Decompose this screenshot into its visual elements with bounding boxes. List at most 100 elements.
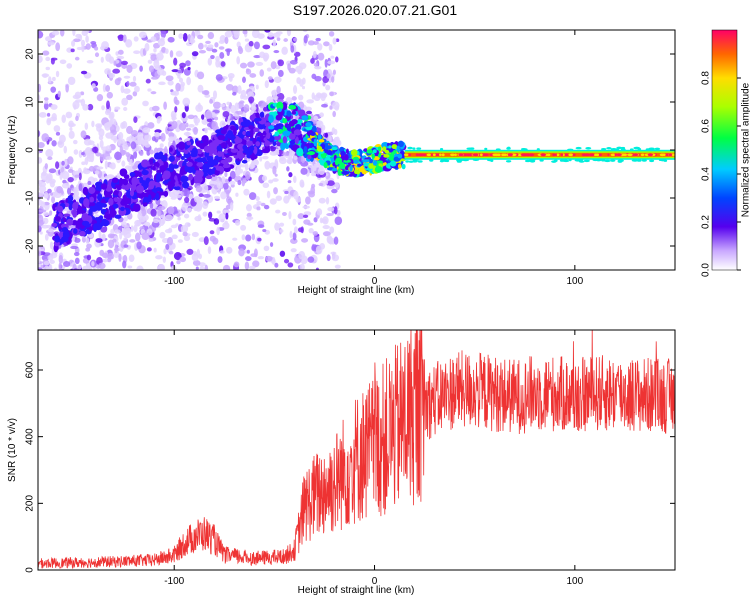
spectrogram-blob xyxy=(72,139,78,145)
spectrogram-blob xyxy=(76,264,82,270)
spectrogram-blob xyxy=(236,56,241,65)
spectrogram-blob xyxy=(251,105,257,111)
spectrogram-blob xyxy=(253,41,260,50)
spectrogram-blob xyxy=(91,120,95,128)
spectrogram-blob xyxy=(68,276,72,282)
spectrogram-blob xyxy=(310,57,315,64)
spectrogram-blob xyxy=(41,224,49,229)
spectrogram-blob xyxy=(302,30,308,33)
tone-band-spot xyxy=(528,153,535,157)
spectrogram-blob xyxy=(72,100,80,110)
spectrogram-blob xyxy=(113,60,117,66)
spectrogram-blob xyxy=(293,226,298,234)
spectrogram-blob xyxy=(58,254,63,264)
spectrogram-blob xyxy=(117,49,124,55)
spectrogram-blob xyxy=(141,169,149,176)
spectrogram-blob xyxy=(245,149,253,156)
spectrogram-blob xyxy=(152,218,159,224)
spectrogram-blob xyxy=(282,118,288,124)
tone-band-spot xyxy=(588,153,595,157)
spectrogram-blob xyxy=(177,239,183,243)
spectrogram-blob xyxy=(186,140,192,146)
spectrogram-blob xyxy=(125,152,131,158)
x-tick-label: 100 xyxy=(566,576,583,587)
spectrogram-blob xyxy=(155,187,162,192)
spectrogram-blob xyxy=(212,90,218,100)
tone-band-edge xyxy=(649,147,655,151)
tone-band-edge xyxy=(632,158,638,162)
spectrogram-blob xyxy=(203,137,209,146)
spectrogram-blob xyxy=(299,263,305,270)
spectrogram-blob xyxy=(279,250,286,257)
spectrogram-blob xyxy=(332,69,337,75)
spectrogram-blob xyxy=(218,46,225,50)
spectrogram-blob xyxy=(130,183,137,191)
spectrogram-blob xyxy=(136,145,142,152)
spectrogram-blob xyxy=(88,186,96,194)
spectrogram-blob xyxy=(127,265,133,269)
spectrogram-blob xyxy=(38,254,41,264)
spectrogram-blob xyxy=(118,253,122,262)
spectrogram-blob xyxy=(207,44,214,49)
spectrogram-blob xyxy=(224,179,229,183)
spectrogram-blob xyxy=(246,216,254,221)
spectrogram-blob xyxy=(95,152,102,157)
spectrogram-blob xyxy=(272,165,277,175)
spectrogram-blob xyxy=(45,66,51,71)
spectrogram-blob xyxy=(89,196,95,203)
spectrogram-blob xyxy=(82,169,91,175)
spectrogram-blob xyxy=(261,148,270,154)
spectrogram-blob xyxy=(326,73,331,79)
spectrogram-blob xyxy=(163,190,169,197)
spectrogram-blob xyxy=(159,231,166,239)
spectrogram-blob xyxy=(173,186,181,191)
spectrogram-blob xyxy=(297,94,304,101)
spectrogram-blob xyxy=(98,135,104,141)
spectrogram-blob xyxy=(185,60,191,67)
tone-band-edge xyxy=(606,147,612,150)
spectrogram-blob xyxy=(322,225,330,230)
tone-band-edge xyxy=(568,158,572,162)
spectrogram-blob xyxy=(126,64,133,74)
spectrogram-blob xyxy=(168,227,173,233)
spectrogram-blob xyxy=(206,118,213,123)
tone-band-edge xyxy=(660,158,666,162)
spectrogram-blob xyxy=(220,142,227,149)
spectrogram-blob xyxy=(237,143,245,150)
spectrogram-blob xyxy=(99,154,105,162)
spectrogram-blob xyxy=(279,157,287,165)
spectrogram-blob xyxy=(292,232,297,241)
tone-band-spot xyxy=(610,153,616,157)
spectrogram-blob xyxy=(196,71,205,80)
spectrogram-blob xyxy=(54,235,61,243)
spectrogram-blob xyxy=(55,161,60,170)
spectrogram-blob xyxy=(49,276,56,283)
spectrogram-blob xyxy=(72,38,81,43)
spectrogram-blob xyxy=(114,244,118,254)
spectrogram-blob xyxy=(312,50,317,59)
tone-band-edge xyxy=(617,159,624,162)
tone-band-edge xyxy=(649,159,655,163)
spectrogram-blob xyxy=(325,84,331,91)
tone-band-spot xyxy=(430,153,434,157)
spectrogram-blob xyxy=(38,130,41,138)
spectrogram-blob xyxy=(132,91,138,97)
spectrogram-blob xyxy=(264,122,271,127)
tone-band-edge xyxy=(604,159,611,163)
spectrogram-blob xyxy=(318,182,324,187)
spectrogram-blob xyxy=(232,85,239,94)
spectrogram-blob xyxy=(207,57,213,66)
spectrogram-blob xyxy=(248,40,254,47)
spectrogram-blob xyxy=(246,249,250,254)
spectrogram-blob xyxy=(274,173,278,177)
spectrogram-blob xyxy=(144,134,152,142)
spectrogram-blob xyxy=(81,212,89,222)
tone-band-edge xyxy=(507,146,511,150)
spectrogram-blob xyxy=(353,159,359,164)
spectrogram-blob xyxy=(162,256,167,263)
spectrogram-blob xyxy=(294,123,302,131)
snr-series-line xyxy=(38,330,675,570)
tone-band-spot xyxy=(581,153,587,157)
spectrogram-blob xyxy=(164,146,168,153)
spectrogram-blob xyxy=(316,208,323,216)
